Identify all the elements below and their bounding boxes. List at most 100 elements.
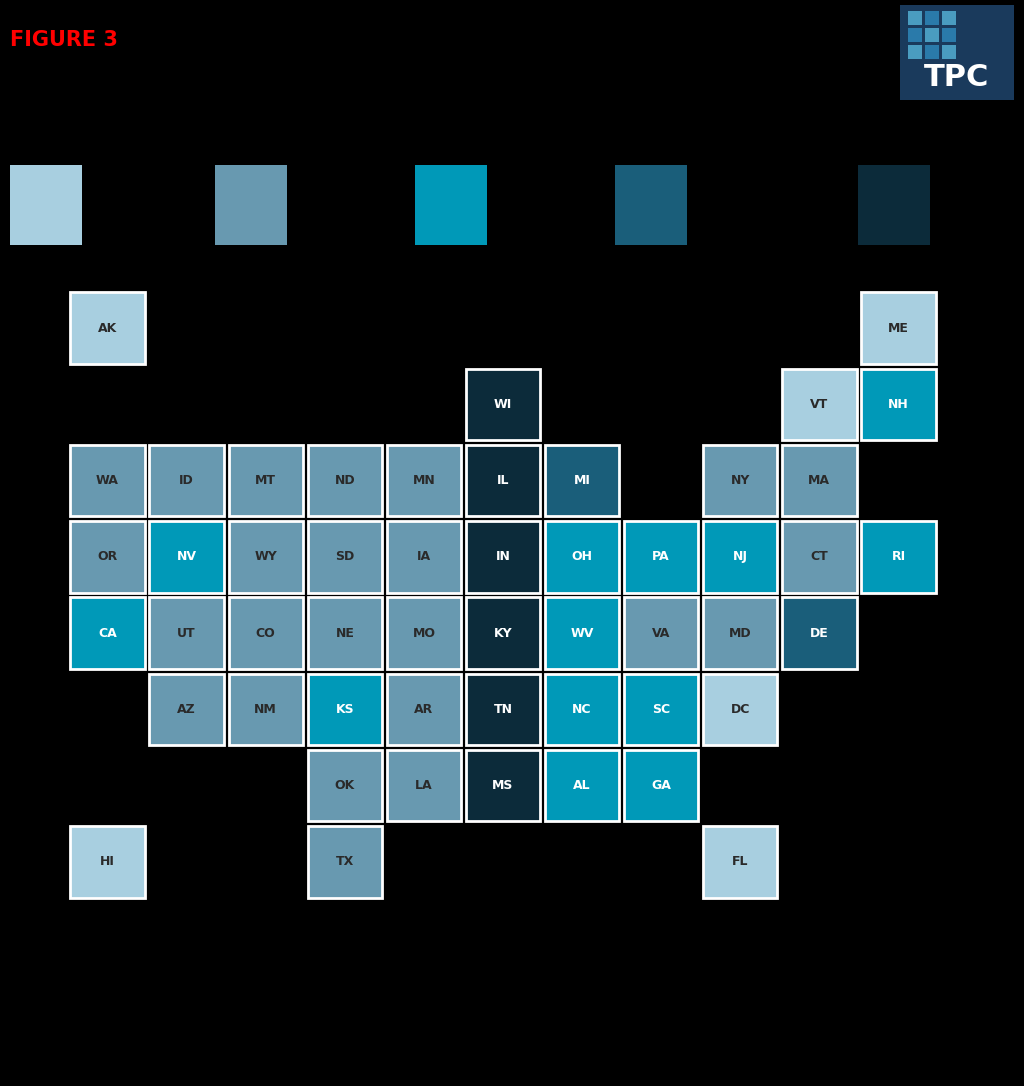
Bar xyxy=(466,445,541,517)
Bar xyxy=(71,521,144,593)
Bar xyxy=(387,673,461,745)
Bar xyxy=(387,445,461,517)
Bar xyxy=(545,597,620,669)
Bar xyxy=(150,597,224,669)
Text: NY: NY xyxy=(730,475,750,488)
Bar xyxy=(228,445,303,517)
Text: AK: AK xyxy=(98,321,117,334)
Text: CO: CO xyxy=(256,627,275,640)
Text: IL: IL xyxy=(497,475,509,488)
Bar xyxy=(415,165,487,245)
Bar xyxy=(925,45,939,59)
Bar xyxy=(466,597,541,669)
Text: DC: DC xyxy=(730,703,750,716)
Bar xyxy=(703,445,777,517)
Bar xyxy=(703,521,777,593)
Text: SD: SD xyxy=(335,551,354,564)
Bar xyxy=(545,521,620,593)
Text: WV: WV xyxy=(570,627,594,640)
Bar xyxy=(228,597,303,669)
Bar xyxy=(545,749,620,821)
Bar xyxy=(925,11,939,25)
Text: WI: WI xyxy=(494,397,512,411)
Text: VT: VT xyxy=(810,397,828,411)
Text: AL: AL xyxy=(573,779,591,792)
Text: Freight Analysis Framework bts.gov/faf.: Freight Analysis Framework bts.gov/faf. xyxy=(16,1000,304,1014)
Text: FL: FL xyxy=(732,856,749,869)
Text: DE: DE xyxy=(810,627,828,640)
Text: WY: WY xyxy=(254,551,278,564)
Text: NM: NM xyxy=(254,703,278,716)
Bar xyxy=(387,749,461,821)
Text: OR: OR xyxy=(97,551,118,564)
Text: MS: MS xyxy=(493,779,514,792)
Text: VA: VA xyxy=(652,627,671,640)
Bar xyxy=(545,445,620,517)
Bar xyxy=(466,368,541,440)
Bar xyxy=(466,521,541,593)
Text: TN: TN xyxy=(494,703,512,716)
Bar xyxy=(861,521,936,593)
Text: MD: MD xyxy=(729,627,752,640)
Bar xyxy=(228,521,303,593)
Bar xyxy=(858,165,930,245)
Bar xyxy=(782,368,856,440)
Text: MA: MA xyxy=(808,475,830,488)
Text: IN: IN xyxy=(496,551,510,564)
Bar xyxy=(466,673,541,745)
Text: ME: ME xyxy=(888,321,909,334)
Bar xyxy=(307,597,382,669)
Bar xyxy=(703,826,777,898)
Text: Author calculation of US Census Bureau State Export Data; usatrade.census.gov, U: Author calculation of US Census Bureau S… xyxy=(79,926,797,942)
Bar xyxy=(624,673,698,745)
Text: RI: RI xyxy=(892,551,905,564)
Text: NE: NE xyxy=(336,627,354,640)
Text: Imports for Consumption, 2023; dataweb.usitc.gov/trade/search/Import/HTS, and Bu: Imports for Consumption, 2023; dataweb.u… xyxy=(16,963,798,978)
Bar xyxy=(307,521,382,593)
Bar xyxy=(942,11,956,25)
Text: AR: AR xyxy=(415,703,433,716)
Text: methodology.: methodology. xyxy=(16,1073,115,1086)
Text: MO: MO xyxy=(413,627,435,640)
Bar xyxy=(387,597,461,669)
Text: GA: GA xyxy=(651,779,671,792)
Bar xyxy=(307,673,382,745)
Text: NJ: NJ xyxy=(733,551,748,564)
Text: TPC: TPC xyxy=(925,63,989,92)
Bar xyxy=(150,521,224,593)
Text: TX: TX xyxy=(336,856,354,869)
Bar xyxy=(615,165,687,245)
Text: HI: HI xyxy=(100,856,115,869)
Text: UT: UT xyxy=(177,627,196,640)
Bar xyxy=(908,11,922,25)
Text: KS: KS xyxy=(336,703,354,716)
Bar xyxy=(703,673,777,745)
Text: NV: NV xyxy=(176,551,197,564)
Bar xyxy=(861,292,936,364)
Text: ND: ND xyxy=(335,475,355,488)
Bar xyxy=(307,445,382,517)
Text: NH: NH xyxy=(888,397,909,411)
Text: SC: SC xyxy=(652,703,671,716)
Text: Source:: Source: xyxy=(16,926,79,942)
Bar xyxy=(782,597,856,669)
Text: MT: MT xyxy=(255,475,276,488)
Bar xyxy=(387,521,461,593)
Text: WA: WA xyxy=(96,475,119,488)
Text: FIGURE 3: FIGURE 3 xyxy=(10,30,118,50)
Bar xyxy=(307,826,382,898)
Text: CA: CA xyxy=(98,627,117,640)
Bar xyxy=(71,445,144,517)
Text: KY: KY xyxy=(494,627,512,640)
Bar xyxy=(545,673,620,745)
Bar xyxy=(942,28,956,42)
Text: NC: NC xyxy=(572,703,592,716)
Bar xyxy=(624,749,698,821)
Text: See McClelland et al. 2024.  "Tariffs, Trade, China, and the States." Appendix A: See McClelland et al. 2024. "Tariffs, Tr… xyxy=(71,1036,741,1051)
Bar xyxy=(228,673,303,745)
Bar xyxy=(908,45,922,59)
Bar xyxy=(782,445,856,517)
Bar xyxy=(908,28,922,42)
Bar xyxy=(782,521,856,593)
Text: OH: OH xyxy=(571,551,593,564)
